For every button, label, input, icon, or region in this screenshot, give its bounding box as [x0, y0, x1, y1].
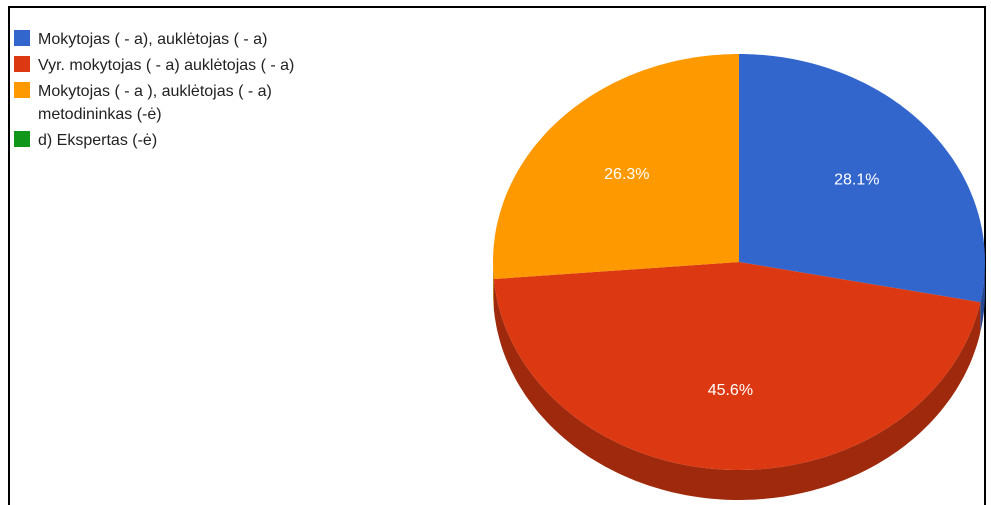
legend: Mokytojas ( - a), auklėtojas ( - a) Vyr. … — [14, 28, 364, 155]
value-label: 26.3% — [604, 166, 649, 183]
slice-side — [980, 262, 985, 333]
legend-label: d) Ekspertas (-ė) — [38, 132, 158, 149]
legend-swatch — [14, 82, 30, 98]
legend-label: Mokytojas ( - a), auklėtojas ( - a) — [38, 31, 268, 48]
legend-swatch — [14, 30, 30, 46]
legend-item: Mokytojas ( - a ), auklėtojas ( - a) met… — [14, 80, 364, 126]
frame — [8, 6, 986, 505]
legend-label: Vyr. mokytojas ( - a) auklėtojas ( - a) — [38, 57, 295, 74]
slice — [493, 262, 981, 470]
slice-side — [493, 279, 981, 500]
value-label: 45.6% — [708, 382, 753, 399]
legend-swatch — [14, 131, 30, 147]
slice-side — [493, 262, 494, 309]
legend-swatch — [14, 56, 30, 72]
legend-label: Mokytojas ( - a ), auklėtojas ( - a) met… — [38, 83, 272, 123]
slice — [493, 54, 739, 279]
slice — [739, 54, 985, 303]
legend-item: Mokytojas ( - a), auklėtojas ( - a) — [14, 28, 364, 51]
legend-item: Vyr. mokytojas ( - a) auklėtojas ( - a) — [14, 54, 364, 77]
value-label: 28.1% — [834, 171, 879, 188]
legend-item: d) Ekspertas (-ė) — [14, 129, 364, 152]
